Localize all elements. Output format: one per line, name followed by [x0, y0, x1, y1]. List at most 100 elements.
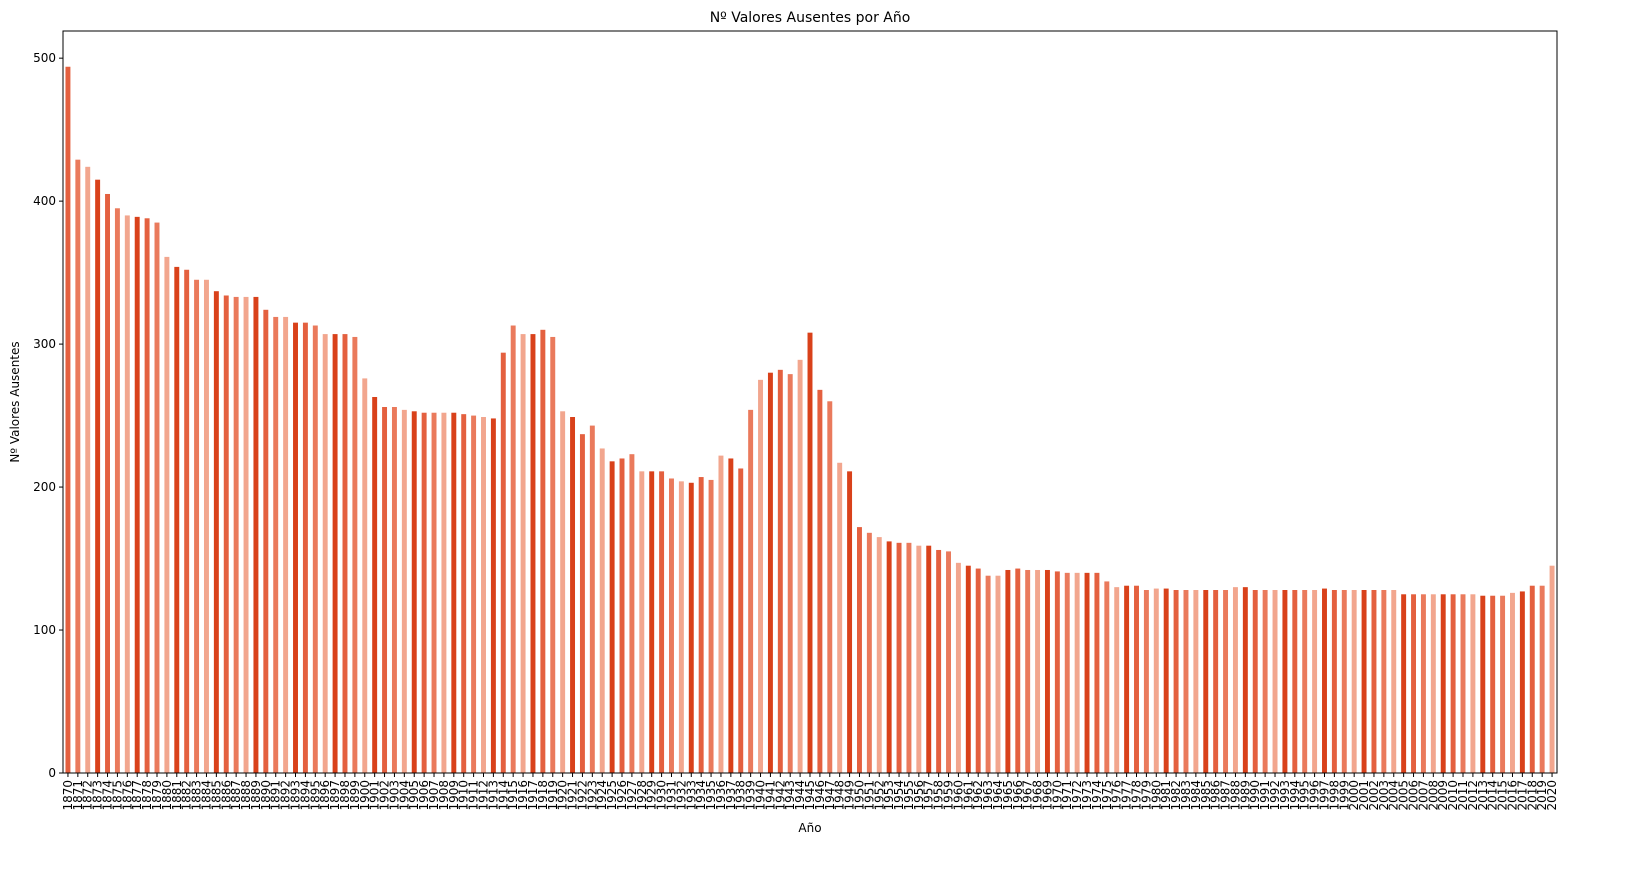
bar [471, 415, 477, 773]
x-tick-label: 1918 [536, 780, 550, 811]
bar [946, 551, 951, 773]
bar [1351, 590, 1357, 773]
x-tick-label: 1942 [773, 780, 787, 811]
bar [114, 208, 120, 773]
bar [1282, 590, 1288, 773]
x-tick-label: 1993 [1278, 780, 1292, 811]
bar [1074, 572, 1080, 773]
bar [659, 471, 665, 773]
x-tick-label: 1907 [427, 780, 441, 811]
bar [1153, 588, 1159, 773]
bar [124, 215, 130, 774]
x-tick-label: 1921 [566, 780, 580, 811]
bar [916, 545, 922, 773]
x-tick-label: 1922 [575, 780, 589, 811]
bar [767, 372, 773, 773]
bar [184, 269, 190, 773]
x-tick-label: 1983 [1179, 780, 1193, 811]
x-tick-label: 1872 [81, 780, 95, 811]
bar [253, 296, 259, 773]
x-tick-label: 1964 [991, 780, 1005, 811]
x-tick-label: 1897 [328, 780, 342, 811]
bar [639, 471, 645, 773]
x-tick-label: 1975 [1100, 780, 1114, 811]
plot-frame [62, 30, 1558, 774]
bar [1163, 588, 1169, 773]
bar [322, 334, 328, 773]
bar [65, 66, 71, 773]
x-tick-label: 1939 [744, 780, 758, 811]
x-tick-label: 1976 [1110, 780, 1124, 811]
x-tick-label: 1991 [1258, 780, 1272, 811]
bar [629, 454, 635, 773]
x-tick-label: 1890 [259, 780, 273, 811]
x-tick-label: 1938 [734, 780, 748, 811]
x-tick-label: 1904 [397, 780, 411, 811]
bar [1213, 590, 1219, 773]
x-tick-label: 1995 [1298, 780, 1312, 811]
bar [1391, 590, 1397, 773]
x-tick-label: 2019 [1535, 780, 1549, 811]
x-tick-label: 1924 [595, 780, 609, 811]
x-tick-label: 1988 [1228, 780, 1242, 811]
bar [530, 334, 536, 773]
bar [174, 266, 180, 773]
x-tick-label: 1884 [199, 780, 213, 811]
bar [955, 562, 961, 773]
bar [1411, 594, 1417, 773]
bar [144, 218, 150, 773]
x-tick-label: 1955 [902, 780, 916, 811]
bar [332, 334, 338, 773]
x-tick-label: 1928 [635, 780, 649, 811]
bar [352, 336, 358, 773]
bar [302, 322, 308, 773]
bar [1124, 585, 1130, 773]
bar [1322, 588, 1327, 773]
x-tick-label: 1984 [1189, 780, 1203, 811]
bar [1232, 587, 1238, 773]
bar [362, 378, 368, 773]
x-tick-label: 1946 [813, 780, 827, 811]
x-tick-label: 1876 [120, 780, 134, 811]
x-tick-label: 1919 [546, 780, 560, 811]
bar [213, 291, 219, 773]
x-tick-label: 1911 [467, 780, 481, 811]
x-tick-label: 1923 [585, 780, 599, 811]
x-tick-label: 1936 [714, 780, 728, 811]
bar [787, 374, 793, 773]
x-tick-label: 1980 [1149, 780, 1163, 811]
bar [797, 359, 803, 773]
bar [451, 412, 457, 773]
bar [758, 379, 764, 773]
bar [936, 549, 942, 773]
bar [1242, 587, 1248, 773]
x-tick-label: 1957 [922, 780, 936, 811]
x-tick-label: 1952 [872, 780, 886, 811]
x-tick-label: 1956 [912, 780, 926, 811]
x-tick-label: 1959 [942, 780, 956, 811]
bar [1143, 590, 1149, 773]
bar [837, 462, 843, 773]
x-tick-label: 1875 [110, 780, 124, 811]
bar [372, 396, 378, 773]
bar [1114, 587, 1120, 773]
x-tick-label: 2013 [1476, 780, 1490, 811]
x-tick-label: 1871 [71, 780, 85, 811]
bar [589, 425, 595, 773]
bar [975, 568, 981, 773]
x-tick-label: 1896 [318, 780, 332, 811]
x-tick-label: 1943 [783, 780, 797, 811]
bar [1371, 590, 1377, 773]
x-tick-label: 1992 [1268, 780, 1282, 811]
bar [1361, 590, 1367, 773]
x-axis-label: Año [798, 821, 821, 835]
x-tick-label: 1878 [140, 780, 154, 811]
x-tick-label: 2007 [1416, 780, 1430, 811]
bar [233, 296, 239, 773]
x-tick-label: 1879 [150, 780, 164, 811]
x-tick-label: 1905 [407, 780, 421, 811]
bar [342, 334, 348, 773]
x-tick-label: 1967 [1021, 780, 1035, 811]
bar [1510, 592, 1515, 773]
bar [293, 322, 298, 773]
